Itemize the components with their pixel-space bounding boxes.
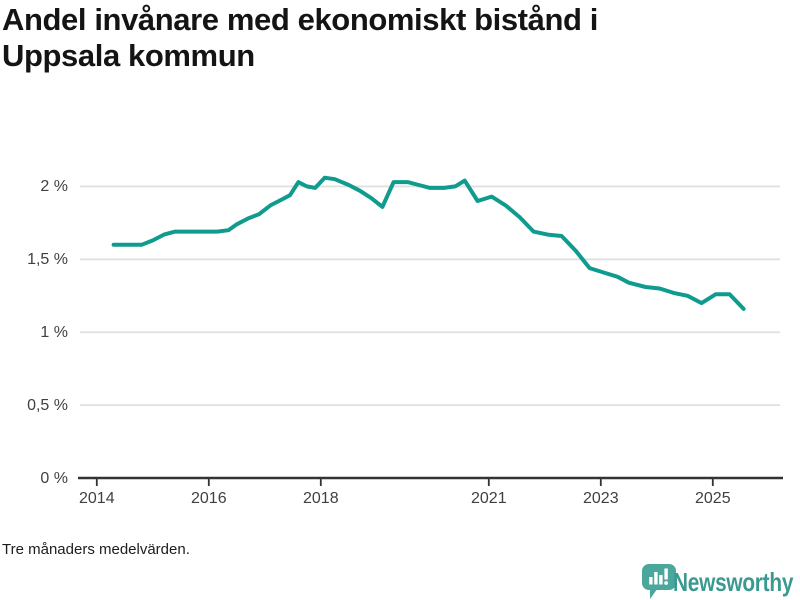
y-axis-label: 2 % <box>40 178 68 196</box>
x-axis-label: 2014 <box>79 490 115 507</box>
y-axis-label: 1,5 % <box>27 251 68 269</box>
x-axis-label: 2021 <box>471 490 507 507</box>
newsworthy-logo-icon <box>642 564 676 599</box>
chart-title-line1: Andel invånare med ekonomiskt bistånd i <box>2 2 598 37</box>
x-axis-label: 2018 <box>303 490 339 507</box>
x-axis-label: 2025 <box>695 490 731 507</box>
chart-title: Andel invånare med ekonomiskt bistånd i … <box>2 2 598 74</box>
newsworthy-wordmark: Newsworthy <box>672 567 793 597</box>
x-axis-label: 2023 <box>583 490 619 507</box>
x-axis-label: 2016 <box>191 490 227 507</box>
y-axis-label: 0,5 % <box>27 397 68 415</box>
y-axis-label: 1 % <box>40 324 68 342</box>
data-line <box>111 175 746 311</box>
chart-footnote: Tre månaders medelvärden. <box>2 541 190 558</box>
chart-title-line2: Uppsala kommun <box>2 38 255 73</box>
y-axis-label: 0 % <box>40 470 68 487</box>
